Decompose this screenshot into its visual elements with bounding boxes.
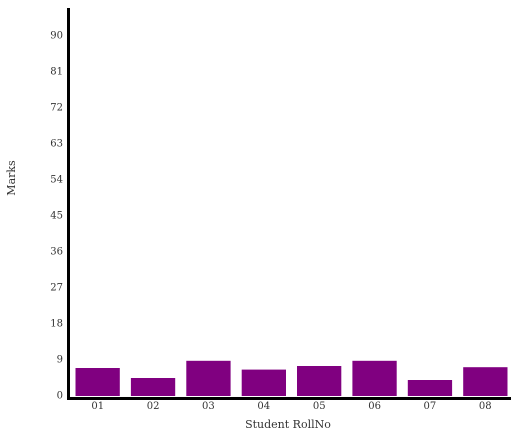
bar-01 — [75, 368, 120, 396]
x-tick-label: 01 — [91, 401, 104, 412]
bar-07 — [407, 380, 453, 396]
x-tick-label: 02 — [147, 401, 160, 412]
x-tick-label: 08 — [479, 401, 492, 412]
bar-06 — [352, 360, 397, 396]
y-tick-label: 18 — [50, 319, 63, 330]
x-axis-title: Student RollNo — [245, 418, 331, 431]
y-tick-label: 0 — [57, 391, 63, 402]
x-tick-label: 03 — [202, 401, 215, 412]
bar-02 — [130, 378, 176, 396]
bars-group — [75, 360, 508, 396]
y-tick-label: 45 — [50, 211, 63, 222]
y-tick-label: 54 — [50, 175, 63, 186]
x-tick-label: 06 — [368, 401, 381, 412]
x-tick-label: 05 — [313, 401, 326, 412]
y-tick-label: 9 — [57, 355, 63, 366]
y-tick-label: 72 — [50, 103, 63, 114]
x-tick-label: 07 — [424, 401, 437, 412]
bar-03 — [186, 360, 231, 396]
x-tick-label: 04 — [257, 401, 270, 412]
y-axis-title: Marks — [5, 160, 18, 196]
bar-05 — [297, 366, 342, 396]
y-tick-label: 63 — [50, 139, 63, 150]
x-axis-ticks: 01 02 03 04 05 06 07 08 — [91, 401, 491, 412]
y-tick-label: 36 — [50, 247, 63, 258]
y-tick-label: 81 — [50, 67, 63, 78]
y-tick-label: 90 — [50, 31, 63, 42]
bar-04 — [241, 369, 286, 396]
y-axis-ticks: 0 9 18 27 36 45 54 63 72 81 90 — [50, 31, 63, 402]
bar-08 — [463, 367, 508, 396]
y-tick-label: 27 — [50, 283, 63, 294]
